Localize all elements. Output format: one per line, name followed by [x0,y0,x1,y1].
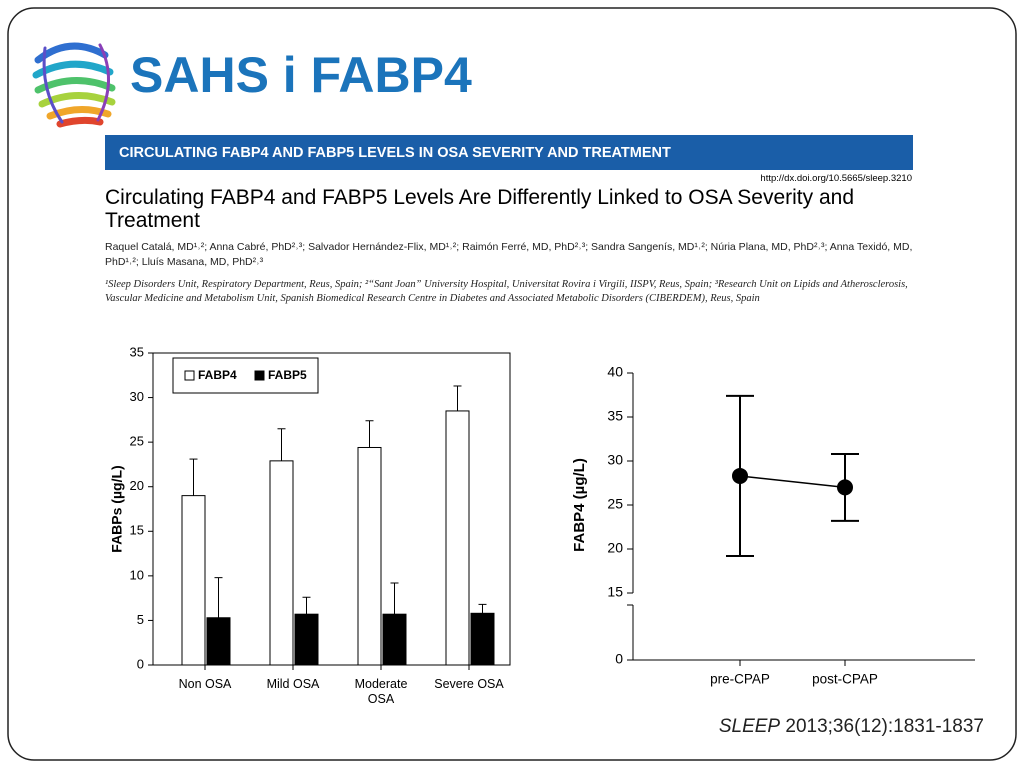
bar [470,612,495,666]
plot-frame [152,352,511,666]
y-tick-label: 20 [130,478,144,493]
citation: SLEEP 2013;36(12):1831-1837 [719,716,984,738]
legend-box [172,357,319,394]
legend-label: FABP4 [198,368,237,382]
legend-swatch [184,370,195,381]
bar [181,495,206,666]
journal: SLEEP [718,716,781,737]
legend-swatch [254,370,265,381]
bar [445,410,470,666]
y-tick-label: 25 [130,434,144,449]
x-tick-label: Mild OSA [266,677,320,691]
y-tick-label: 30 [130,389,144,404]
y-tick-label: 20 [607,540,623,556]
y-tick-label: 0 [615,651,623,667]
bar [357,446,382,666]
y-tick-label: 35 [607,408,623,424]
y-tick-label: 15 [130,523,144,538]
y-tick-label: 30 [607,452,623,468]
bar [269,460,294,666]
y-tick-label: 40 [607,364,623,380]
y-tick-label: 25 [607,496,623,512]
doi: http://dx.doi.org/10.5665/sleep.3210 [760,173,912,184]
line [739,475,846,489]
y-axis-label: FABPs (µg/L) [109,465,125,552]
y-tick-label: 15 [607,584,623,600]
y-axis-label: FABP4 (µg/L) [571,458,588,552]
x-tick-label: Moderate OSA [354,677,408,706]
slide-title: SAHS i FABP4 [130,47,472,103]
x-tick-label: Severe OSA [434,677,504,691]
bar [294,613,319,666]
citation-details: 2013;36(12):1831-1837 [785,716,984,737]
slide-frame [7,7,1017,761]
y-tick-label: 10 [130,567,144,582]
y-tick-label: 0 [137,656,144,671]
authors: Raquel Catalá, MD¹˒²; Anna Cabré, PhD²˒³… [105,241,913,268]
x-tick-label: Non OSA [178,677,232,691]
paper-title: Circulating FABP4 and FABP5 Levels Are D… [105,186,855,232]
bar [206,617,231,666]
bar [382,613,407,666]
paper-banner: CIRCULATING FABP4 AND FABP5 LEVELS IN OS… [105,135,913,170]
y-tick-label: 35 [130,344,144,359]
protein-icon [32,42,116,128]
point [837,479,853,496]
x-tick-label: post-CPAP [812,672,878,687]
affiliations: ¹Sleep Disorders Unit, Respiratory Depar… [105,279,908,304]
point [732,467,748,484]
legend-label: FABP5 [268,368,307,382]
y-tick-label: 5 [137,612,144,627]
x-tick-label: pre-CPAP [710,672,770,687]
